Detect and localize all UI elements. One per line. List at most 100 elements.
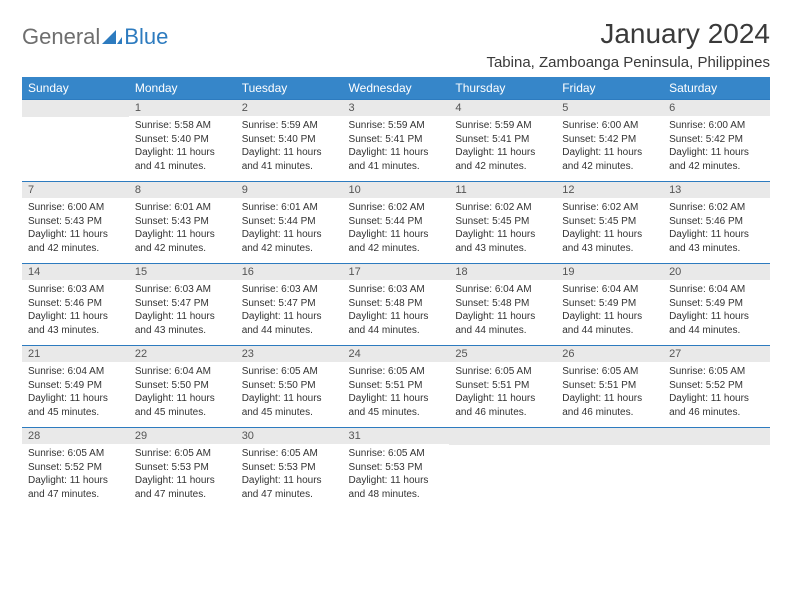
day-body: Sunrise: 6:04 AMSunset: 5:50 PMDaylight:… — [129, 362, 236, 427]
daylight-label: Daylight: — [28, 311, 67, 322]
sunrise-value: 6:03 AM — [174, 284, 211, 295]
daylight-label: Daylight: — [455, 393, 494, 404]
calendar-cell: 24Sunrise: 6:05 AMSunset: 5:51 PMDayligh… — [343, 346, 450, 428]
sunset-label: Sunset: — [242, 380, 276, 391]
sunset-label: Sunset: — [669, 298, 703, 309]
sunrise-label: Sunrise: — [242, 120, 279, 131]
sunrise-label: Sunrise: — [562, 120, 599, 131]
day-number: 2 — [236, 100, 343, 116]
sunset-label: Sunset: — [349, 134, 383, 145]
calendar-table: Sunday Monday Tuesday Wednesday Thursday… — [22, 77, 770, 509]
sunrise-label: Sunrise: — [349, 448, 386, 459]
day-number: 14 — [22, 264, 129, 280]
sunrise-label: Sunrise: — [242, 366, 279, 377]
day-number: 17 — [343, 264, 450, 280]
daylight-label: Daylight: — [455, 229, 494, 240]
calendar-cell — [556, 428, 663, 510]
calendar-cell: 28Sunrise: 6:05 AMSunset: 5:52 PMDayligh… — [22, 428, 129, 510]
daylight-label: Daylight: — [135, 475, 174, 486]
sunset-label: Sunset: — [242, 134, 276, 145]
sunset-value: 5:49 PM — [706, 298, 743, 309]
calendar-cell — [22, 100, 129, 182]
day-number: 28 — [22, 428, 129, 444]
daylight-label: Daylight: — [349, 393, 388, 404]
logo-triangle-icon — [102, 30, 122, 44]
daylight-label: Daylight: — [242, 475, 281, 486]
day-number-empty — [22, 100, 129, 117]
day-body-empty — [22, 117, 129, 175]
logo-text-blue: Blue — [124, 24, 168, 50]
daylight-label: Daylight: — [135, 393, 174, 404]
day-body: Sunrise: 6:05 AMSunset: 5:51 PMDaylight:… — [449, 362, 556, 427]
sunset-value: 5:46 PM — [706, 216, 743, 227]
day-body: Sunrise: 6:05 AMSunset: 5:53 PMDaylight:… — [236, 444, 343, 509]
calendar-cell: 3Sunrise: 5:59 AMSunset: 5:41 PMDaylight… — [343, 100, 450, 182]
day-body: Sunrise: 6:05 AMSunset: 5:51 PMDaylight:… — [343, 362, 450, 427]
sunset-value: 5:48 PM — [492, 298, 529, 309]
calendar-cell: 6Sunrise: 6:00 AMSunset: 5:42 PMDaylight… — [663, 100, 770, 182]
sunrise-value: 6:03 AM — [281, 284, 318, 295]
sunset-value: 5:53 PM — [385, 462, 422, 473]
location: Tabina, Zamboanga Peninsula, Philippines — [486, 54, 770, 71]
logo: General Blue — [22, 18, 168, 50]
day-number: 22 — [129, 346, 236, 362]
sunrise-value: 6:03 AM — [388, 284, 425, 295]
day-body: Sunrise: 6:04 AMSunset: 5:49 PMDaylight:… — [556, 280, 663, 345]
day-number: 4 — [449, 100, 556, 116]
sunset-label: Sunset: — [135, 462, 169, 473]
sunrise-value: 6:05 AM — [495, 366, 532, 377]
sunset-value: 5:45 PM — [492, 216, 529, 227]
daylight-label: Daylight: — [135, 147, 174, 158]
day-body: Sunrise: 5:59 AMSunset: 5:41 PMDaylight:… — [449, 116, 556, 181]
sunset-label: Sunset: — [242, 216, 276, 227]
sunset-label: Sunset: — [562, 216, 596, 227]
day-body: Sunrise: 5:58 AMSunset: 5:40 PMDaylight:… — [129, 116, 236, 181]
calendar-cell: 23Sunrise: 6:05 AMSunset: 5:50 PMDayligh… — [236, 346, 343, 428]
sunset-label: Sunset: — [135, 298, 169, 309]
daylight-label: Daylight: — [562, 229, 601, 240]
calendar-cell: 30Sunrise: 6:05 AMSunset: 5:53 PMDayligh… — [236, 428, 343, 510]
sunrise-label: Sunrise: — [562, 284, 599, 295]
daylight-label: Daylight: — [349, 147, 388, 158]
calendar-cell: 16Sunrise: 6:03 AMSunset: 5:47 PMDayligh… — [236, 264, 343, 346]
day-number: 8 — [129, 182, 236, 198]
calendar-cell: 21Sunrise: 6:04 AMSunset: 5:49 PMDayligh… — [22, 346, 129, 428]
calendar-cell — [663, 428, 770, 510]
day-body: Sunrise: 6:04 AMSunset: 5:49 PMDaylight:… — [22, 362, 129, 427]
day-body-empty — [449, 445, 556, 503]
day-number: 7 — [22, 182, 129, 198]
sunset-label: Sunset: — [28, 462, 62, 473]
month-title: January 2024 — [486, 18, 770, 50]
sunrise-value: 6:02 AM — [495, 202, 532, 213]
day-number: 23 — [236, 346, 343, 362]
daylight-label: Daylight: — [562, 311, 601, 322]
day-body: Sunrise: 6:01 AMSunset: 5:44 PMDaylight:… — [236, 198, 343, 263]
sunrise-value: 6:05 AM — [602, 366, 639, 377]
daylight-label: Daylight: — [28, 229, 67, 240]
daylight-label: Daylight: — [28, 475, 67, 486]
calendar-cell: 25Sunrise: 6:05 AMSunset: 5:51 PMDayligh… — [449, 346, 556, 428]
sunrise-value: 5:59 AM — [495, 120, 532, 131]
sunrise-label: Sunrise: — [242, 448, 279, 459]
day-number: 21 — [22, 346, 129, 362]
sunset-label: Sunset: — [28, 216, 62, 227]
sunrise-label: Sunrise: — [135, 120, 172, 131]
daylight-label: Daylight: — [669, 229, 708, 240]
sunrise-label: Sunrise: — [669, 120, 706, 131]
day-number: 26 — [556, 346, 663, 362]
day-number: 12 — [556, 182, 663, 198]
calendar-cell: 10Sunrise: 6:02 AMSunset: 5:44 PMDayligh… — [343, 182, 450, 264]
day-number-empty — [449, 428, 556, 445]
sunrise-value: 6:05 AM — [388, 448, 425, 459]
day-number: 27 — [663, 346, 770, 362]
weekday-sunday: Sunday — [22, 77, 129, 100]
sunset-value: 5:53 PM — [278, 462, 315, 473]
sunrise-value: 6:05 AM — [67, 448, 104, 459]
sunrise-value: 6:04 AM — [174, 366, 211, 377]
day-number: 31 — [343, 428, 450, 444]
sunset-value: 5:49 PM — [599, 298, 636, 309]
calendar-cell: 1Sunrise: 5:58 AMSunset: 5:40 PMDaylight… — [129, 100, 236, 182]
day-body: Sunrise: 6:05 AMSunset: 5:51 PMDaylight:… — [556, 362, 663, 427]
sunrise-label: Sunrise: — [28, 366, 65, 377]
weekday-friday: Friday — [556, 77, 663, 100]
